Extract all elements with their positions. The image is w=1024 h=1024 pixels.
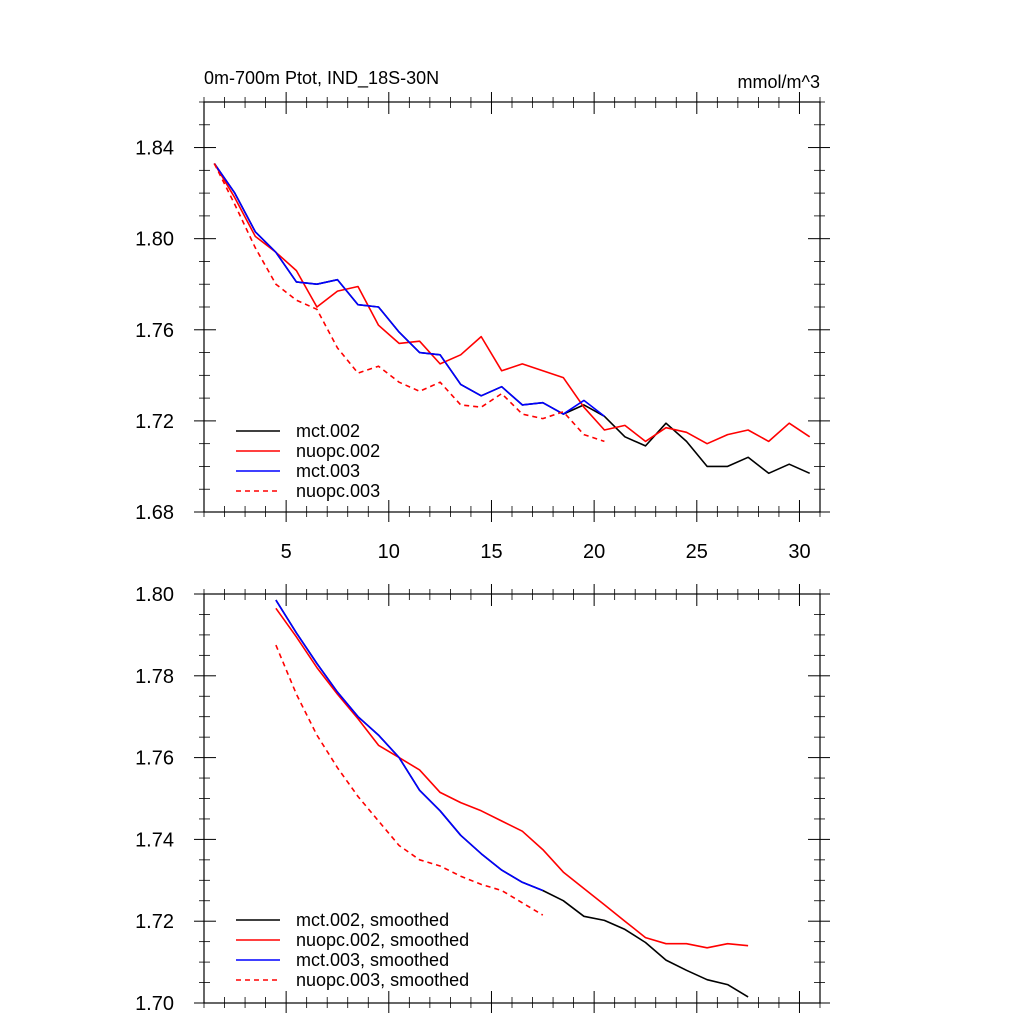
legend-label: nuopc.003	[296, 481, 380, 501]
bottom-series-line-2	[275, 599, 544, 892]
x-tick-label: 20	[583, 541, 605, 563]
bottom-series-line-1	[275, 607, 749, 949]
chart-title: 0m-700m Ptot, IND_18S-30N	[204, 68, 439, 89]
legend-label: mct.003, smoothed	[296, 950, 449, 970]
y-tick-label: 1.74	[135, 829, 174, 851]
y-tick-label: 1.76	[135, 320, 174, 342]
y-tick-label: 1.78	[135, 666, 174, 688]
bottom-series-lines	[275, 599, 749, 998]
legend-label: mct.003	[296, 461, 360, 481]
bottom-series-line-3	[275, 644, 544, 916]
x-tick-label: 5	[281, 541, 292, 563]
y-tick-label: 1.72	[135, 911, 174, 933]
legend-label: nuopc.002, smoothed	[296, 930, 469, 950]
y-tick-label: 1.84	[135, 138, 174, 160]
top-series-line-3	[213, 163, 605, 443]
y-tick-label: 1.80	[135, 229, 174, 251]
legend-label: mct.002	[296, 421, 360, 441]
top-series-lines	[213, 163, 811, 475]
bottom-plot-frame	[203, 593, 821, 1004]
x-tick-label: 15	[480, 541, 502, 563]
y-tick-label: 1.68	[135, 502, 174, 524]
y-tick-label: 1.72	[135, 411, 174, 433]
legend-label: mct.002, smoothed	[296, 910, 449, 930]
x-tick-label: 10	[378, 541, 400, 563]
top-chart-panel: 0m-700m Ptot, IND_18S-30N mmol/m^3 5 10 15…	[135, 68, 830, 563]
y-tick-label: 1.76	[135, 748, 174, 770]
units-label: mmol/m^3	[738, 72, 820, 92]
bottom-chart-panel: 1.70 1.72 1.74 1.76 1.78 1.80 mct.002, smooth…	[135, 584, 830, 1015]
y-tick-label: 1.80	[135, 584, 174, 606]
x-tick-label: 30	[788, 541, 810, 563]
top-series-line-1	[213, 163, 811, 445]
top-series-line-2	[213, 163, 605, 417]
x-tick-label: 25	[686, 541, 708, 563]
legend-label: nuopc.003, smoothed	[296, 970, 469, 990]
bottom-axis-ticks: 1.70 1.72 1.74 1.76 1.78 1.80	[135, 584, 830, 1015]
y-tick-label: 1.70	[135, 993, 174, 1015]
top-plot-frame	[203, 101, 821, 513]
legend-label: nuopc.002	[296, 441, 380, 461]
